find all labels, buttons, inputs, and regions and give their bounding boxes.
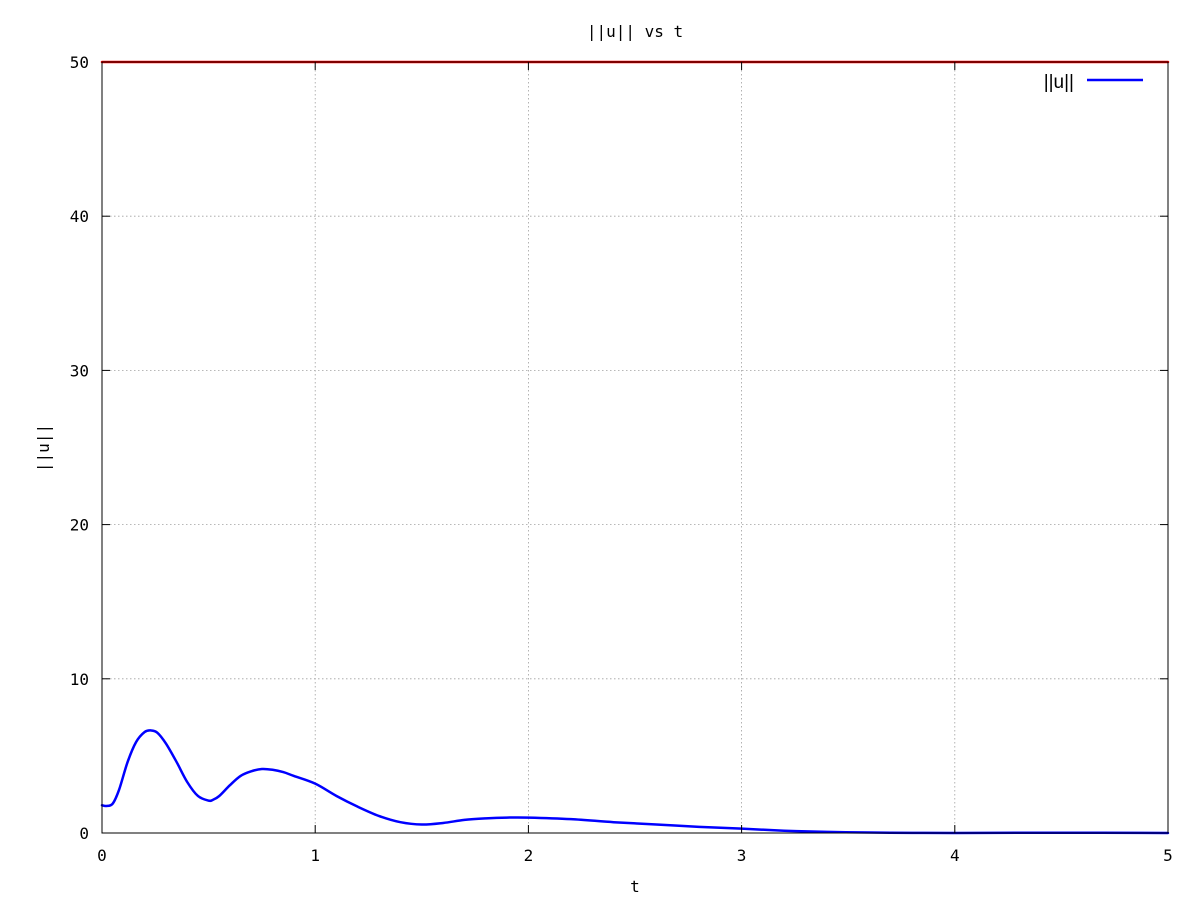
grid bbox=[102, 62, 1168, 833]
legend-label: ||u|| bbox=[1044, 72, 1074, 93]
chart-title: ||u|| vs t bbox=[587, 22, 683, 41]
y-tick-label: 0 bbox=[79, 824, 89, 843]
y-tick-label: 40 bbox=[70, 207, 89, 226]
y-tick-label: 20 bbox=[70, 516, 89, 535]
y-tick-label: 10 bbox=[70, 670, 89, 689]
plot-border bbox=[101, 61, 1169, 834]
x-tick-label: 4 bbox=[950, 846, 960, 865]
x-tick-label: 1 bbox=[310, 846, 320, 865]
x-tick-label: 0 bbox=[97, 846, 107, 865]
x-axis-label: t bbox=[630, 877, 640, 896]
y-axis-label: ||u|| bbox=[34, 424, 53, 472]
x-tick-label: 3 bbox=[737, 846, 747, 865]
legend: ||u|| bbox=[1044, 72, 1143, 93]
x-tick-label: 2 bbox=[524, 846, 534, 865]
x-tick-label: 5 bbox=[1163, 846, 1173, 865]
y-tick-label: 30 bbox=[70, 361, 89, 380]
y-tick-label: 50 bbox=[70, 53, 89, 72]
